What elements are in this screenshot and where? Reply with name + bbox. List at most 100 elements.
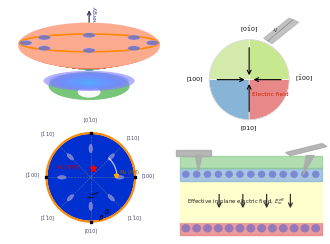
Text: $M_C$ (AFM): $M_C$ (AFM) — [55, 163, 80, 172]
Circle shape — [88, 174, 94, 180]
Circle shape — [52, 139, 129, 216]
Ellipse shape — [78, 86, 101, 98]
Circle shape — [57, 143, 125, 211]
Ellipse shape — [40, 37, 139, 69]
Circle shape — [182, 224, 190, 233]
Circle shape — [57, 144, 124, 211]
Circle shape — [290, 171, 298, 178]
Circle shape — [86, 173, 95, 182]
Ellipse shape — [86, 69, 92, 71]
Circle shape — [247, 171, 255, 178]
Circle shape — [269, 171, 276, 178]
Ellipse shape — [76, 87, 102, 96]
Circle shape — [79, 166, 102, 189]
Text: $\beta$: $\beta$ — [98, 213, 104, 223]
Circle shape — [56, 143, 125, 212]
Text: [110]: [110] — [127, 135, 140, 141]
Ellipse shape — [32, 32, 146, 69]
Ellipse shape — [47, 42, 132, 69]
Ellipse shape — [83, 48, 95, 53]
Text: Electric field: Electric field — [252, 92, 289, 97]
Ellipse shape — [21, 25, 157, 68]
Ellipse shape — [87, 93, 91, 94]
Circle shape — [70, 156, 112, 198]
Ellipse shape — [42, 39, 136, 69]
Ellipse shape — [63, 80, 115, 98]
Circle shape — [73, 159, 109, 195]
Ellipse shape — [79, 64, 99, 71]
Circle shape — [72, 159, 110, 196]
Circle shape — [214, 224, 223, 233]
Circle shape — [247, 224, 255, 233]
Ellipse shape — [68, 56, 110, 70]
Ellipse shape — [75, 86, 104, 96]
Ellipse shape — [78, 80, 101, 85]
Ellipse shape — [44, 40, 135, 69]
Circle shape — [60, 146, 122, 208]
Ellipse shape — [35, 34, 143, 69]
Circle shape — [55, 141, 127, 214]
Ellipse shape — [52, 74, 126, 99]
Circle shape — [214, 171, 222, 178]
Ellipse shape — [83, 82, 95, 84]
Circle shape — [81, 167, 101, 187]
Ellipse shape — [64, 53, 115, 70]
Text: [$\bar{1}$00]: [$\bar{1}$00] — [25, 171, 39, 181]
Polygon shape — [180, 168, 322, 181]
Polygon shape — [264, 18, 299, 44]
Circle shape — [312, 171, 319, 178]
Polygon shape — [180, 222, 322, 235]
Ellipse shape — [29, 30, 149, 69]
Ellipse shape — [58, 176, 66, 179]
Circle shape — [88, 175, 93, 180]
Ellipse shape — [22, 26, 156, 68]
Circle shape — [82, 168, 100, 187]
Ellipse shape — [28, 29, 150, 69]
Text: [0$\bar{1}$0]: [0$\bar{1}$0] — [83, 117, 98, 126]
Ellipse shape — [108, 154, 115, 160]
Circle shape — [290, 224, 299, 233]
Circle shape — [65, 152, 116, 203]
Text: [010]: [010] — [241, 126, 257, 131]
Ellipse shape — [146, 40, 159, 45]
Ellipse shape — [81, 65, 98, 71]
Ellipse shape — [75, 61, 103, 70]
Circle shape — [87, 174, 94, 181]
Ellipse shape — [38, 36, 140, 69]
Circle shape — [61, 148, 120, 207]
Circle shape — [268, 224, 277, 233]
Circle shape — [280, 171, 287, 178]
Ellipse shape — [61, 75, 117, 88]
Ellipse shape — [65, 81, 114, 97]
Wedge shape — [249, 40, 289, 80]
Circle shape — [49, 135, 133, 219]
Circle shape — [90, 177, 91, 178]
Circle shape — [50, 136, 132, 219]
Ellipse shape — [69, 57, 109, 70]
Circle shape — [59, 146, 122, 209]
Ellipse shape — [67, 194, 74, 201]
Ellipse shape — [38, 46, 50, 51]
Circle shape — [83, 169, 99, 185]
Ellipse shape — [55, 75, 123, 99]
Text: [100]: [100] — [142, 173, 155, 179]
Circle shape — [48, 134, 134, 221]
Circle shape — [78, 164, 104, 190]
Ellipse shape — [27, 28, 151, 69]
Ellipse shape — [59, 51, 119, 70]
Circle shape — [257, 224, 266, 233]
Text: -V: -V — [273, 28, 279, 33]
Ellipse shape — [84, 91, 94, 94]
Circle shape — [311, 224, 320, 233]
Ellipse shape — [83, 33, 95, 38]
Circle shape — [71, 158, 110, 197]
Circle shape — [54, 141, 128, 214]
Circle shape — [82, 169, 99, 186]
Circle shape — [79, 165, 103, 190]
Circle shape — [76, 163, 105, 192]
Circle shape — [63, 150, 118, 205]
Circle shape — [68, 155, 113, 200]
Wedge shape — [209, 80, 249, 120]
Ellipse shape — [65, 54, 113, 70]
Ellipse shape — [74, 60, 105, 70]
